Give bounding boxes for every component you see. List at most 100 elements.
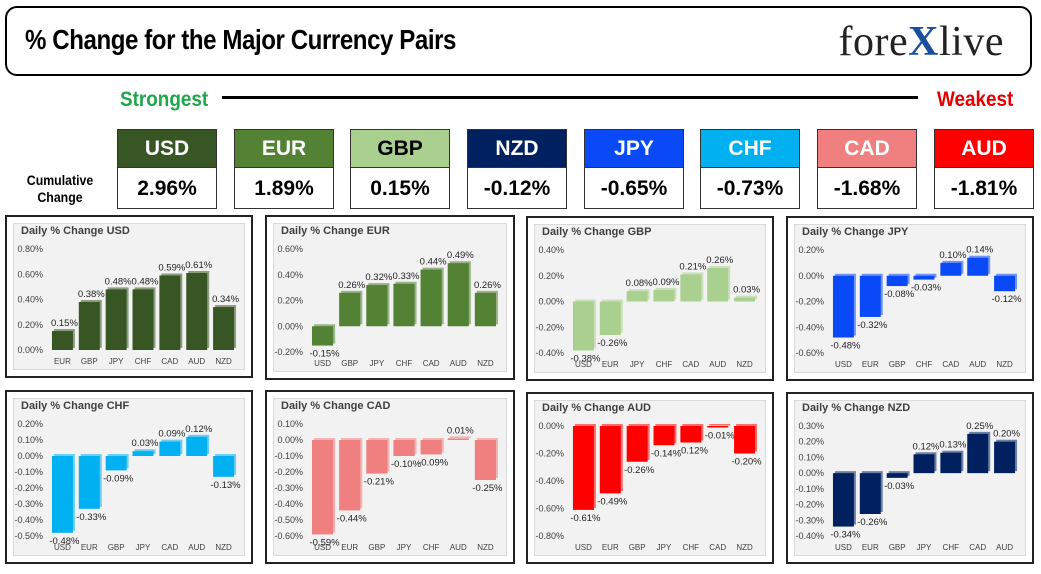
y-tick-label: -0.80% bbox=[535, 531, 564, 541]
currency-box-eur: EUR 1.89% bbox=[234, 129, 334, 209]
bar bbox=[393, 281, 417, 327]
bar bbox=[680, 272, 704, 302]
chart-panel-1: Daily % Change USD 0.00% 0.20% 0.40% 0.60% 0.… bbox=[5, 215, 253, 378]
currency-box-nzd: NZD -0.12% bbox=[467, 129, 567, 209]
x-tick-label: AUD bbox=[188, 357, 205, 366]
bar bbox=[680, 424, 704, 443]
x-tick-label: AUD bbox=[709, 360, 726, 369]
y-tick-label: -0.30% bbox=[274, 483, 303, 493]
y-tick-label: -0.10% bbox=[14, 467, 43, 477]
bar bbox=[940, 260, 964, 276]
bar-chart: -0.60% -0.50% -0.40% -0.30% -0.20% -0.10% 0.00… bbox=[274, 419, 503, 552]
x-tick-label: JPY bbox=[917, 543, 932, 552]
y-tick-label: -0.40% bbox=[535, 476, 564, 486]
y-tick-label: 0.00% bbox=[798, 468, 824, 478]
x-tick-label: CHF bbox=[396, 359, 413, 368]
x-tick-label: NZD bbox=[477, 543, 494, 552]
strength-scale-line bbox=[222, 96, 918, 99]
y-tick-label: -0.40% bbox=[795, 531, 824, 541]
bar bbox=[420, 438, 444, 455]
bar bbox=[51, 329, 75, 350]
y-tick-label: -0.10% bbox=[795, 484, 824, 494]
data-label: 0.48% bbox=[132, 276, 159, 287]
x-tick-label: CAD bbox=[423, 359, 440, 368]
x-tick-label: CHF bbox=[916, 360, 933, 369]
data-label: 0.09% bbox=[653, 277, 680, 288]
currency-code: GBP bbox=[351, 130, 449, 168]
bar-chart: 0.00% 0.20% 0.40% 0.60% 0.80% 0.15% EUR 0.38% GB… bbox=[17, 244, 239, 366]
bar bbox=[967, 431, 991, 474]
x-tick-label: USD bbox=[835, 360, 852, 369]
x-tick-label: CAD bbox=[161, 357, 178, 366]
x-tick-label: GBP bbox=[889, 543, 906, 552]
currency-code: EUR bbox=[235, 130, 333, 168]
bar bbox=[994, 439, 1018, 474]
x-tick-label: JPY bbox=[370, 359, 385, 368]
bar bbox=[832, 471, 856, 527]
x-tick-label: EUR bbox=[54, 357, 71, 366]
y-tick-label: 0.20% bbox=[17, 320, 43, 330]
x-tick-label: JPY bbox=[630, 360, 645, 369]
y-tick-label: -0.10% bbox=[274, 451, 303, 461]
data-label: -0.20% bbox=[732, 457, 763, 468]
x-tick-label: USD bbox=[314, 543, 331, 552]
y-tick-label: 0.60% bbox=[277, 244, 303, 254]
data-label: -0.03% bbox=[911, 283, 942, 294]
x-tick-label: GBP bbox=[341, 359, 358, 368]
x-tick-label: JPY bbox=[136, 543, 151, 552]
y-tick-label: 0.40% bbox=[538, 245, 564, 255]
cumulative-change-value: -1.68% bbox=[818, 168, 916, 208]
chart-panel-8: Daily % Change NZD -0.40% -0.30% -0.20% -0.1… bbox=[786, 392, 1034, 564]
data-label: 0.32% bbox=[365, 272, 392, 283]
x-tick-label: CAD bbox=[709, 543, 726, 552]
x-tick-label: JPY bbox=[397, 543, 412, 552]
page-title: % Change for the Major Currency Pairs bbox=[25, 24, 457, 55]
data-label: -0.03% bbox=[884, 481, 915, 492]
bar-chart: -0.20% 0.00% 0.20% 0.40% 0.60% -0.15%USD 0.26%… bbox=[274, 244, 501, 368]
x-tick-label: USD bbox=[54, 543, 71, 552]
y-tick-label: -0.50% bbox=[14, 531, 43, 541]
cumulative-change-value: -0.65% bbox=[585, 168, 683, 208]
cumulative-change-value: 1.89% bbox=[235, 168, 333, 208]
chart-area bbox=[13, 398, 245, 556]
data-label: 0.12% bbox=[185, 424, 212, 435]
currency-code: AUD bbox=[935, 130, 1033, 168]
data-label: -0.38% bbox=[570, 353, 601, 364]
bar-chart: -0.50% -0.40% -0.30% -0.20% -0.10% 0.00% 0.10%… bbox=[14, 419, 242, 552]
x-tick-label: JPY bbox=[657, 543, 672, 552]
currency-code: USD bbox=[118, 130, 216, 168]
y-tick-label: 0.80% bbox=[17, 244, 43, 254]
bar-chart: -0.80% -0.60% -0.40% -0.20% 0.00% -0.61% USD -0… bbox=[535, 421, 763, 552]
y-tick-label: 0.30% bbox=[798, 421, 824, 431]
y-tick-label: 0.00% bbox=[277, 321, 303, 331]
bar bbox=[78, 454, 102, 509]
cumulative-change-value: 0.15% bbox=[351, 168, 449, 208]
y-tick-label: 0.20% bbox=[798, 437, 824, 447]
data-label: 0.14% bbox=[966, 245, 993, 256]
data-label: 0.10% bbox=[939, 250, 966, 261]
y-tick-label: -0.20% bbox=[274, 347, 303, 357]
data-label: -0.25% bbox=[472, 483, 503, 494]
y-tick-label: -0.30% bbox=[14, 499, 43, 509]
bar bbox=[832, 273, 856, 338]
data-label: -0.49% bbox=[597, 496, 628, 507]
y-tick-label: 0.00% bbox=[538, 297, 564, 307]
data-label: -0.13% bbox=[211, 480, 242, 491]
data-label: 0.49% bbox=[447, 250, 474, 261]
bar bbox=[366, 438, 390, 474]
data-label: 0.26% bbox=[706, 255, 733, 266]
data-label: -0.15% bbox=[310, 349, 341, 360]
bar bbox=[339, 438, 363, 511]
currency-box-gbp: GBP 0.15% bbox=[350, 129, 450, 209]
chart-title: Daily % Change CHF bbox=[21, 400, 130, 412]
bar bbox=[213, 305, 237, 350]
bar bbox=[653, 424, 677, 446]
bar bbox=[626, 289, 650, 302]
y-tick-label: -0.20% bbox=[795, 500, 824, 510]
bar-chart: -0.40%-0.30%-0.20%-0.10%0.00%0.10%0.20%0… bbox=[795, 421, 1020, 552]
x-tick-label: CAD bbox=[969, 543, 986, 552]
data-label: 0.26% bbox=[338, 280, 365, 291]
x-tick-label: USD bbox=[575, 360, 592, 369]
data-label: -0.12% bbox=[678, 446, 709, 457]
x-tick-label: USD bbox=[835, 543, 852, 552]
